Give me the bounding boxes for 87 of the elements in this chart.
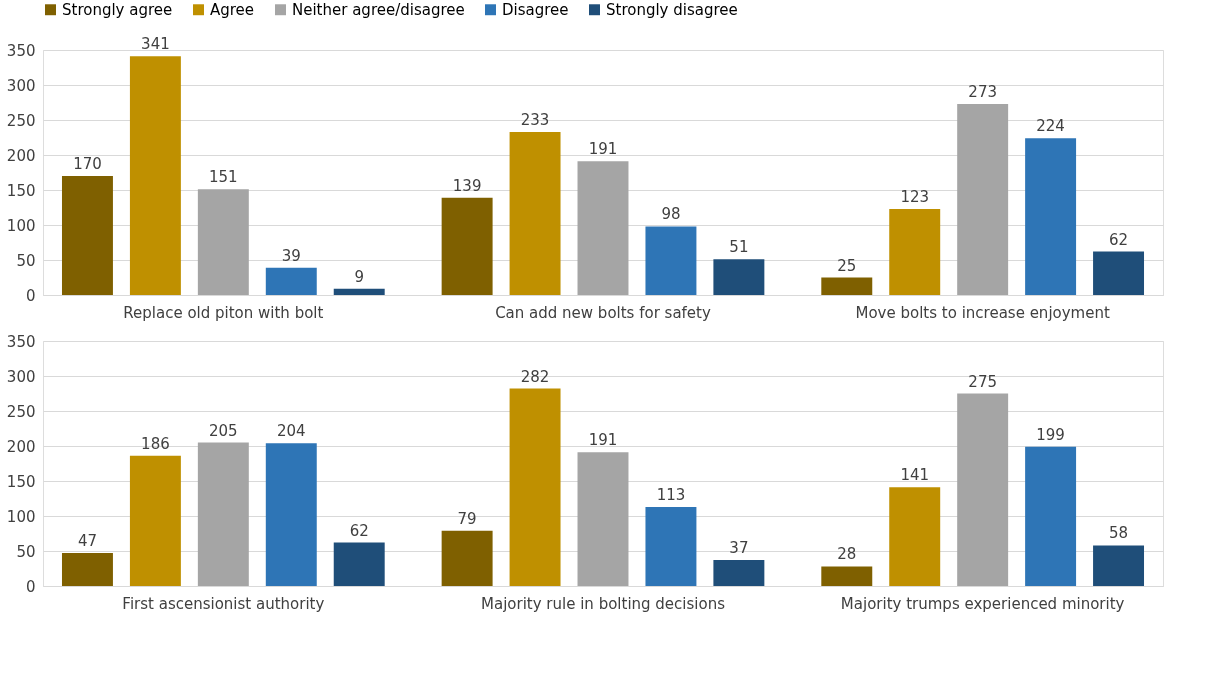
data-label: 28 — [837, 545, 857, 564]
data-label: 25 — [837, 256, 857, 275]
data-label: 205 — [209, 421, 238, 440]
y-tick-label: 200 — [6, 146, 36, 165]
legend-label: Strongly disagree — [606, 0, 738, 19]
data-label: 186 — [141, 434, 170, 453]
data-label: 204 — [276, 422, 306, 441]
data-label: 273 — [968, 82, 997, 101]
data-label: 233 — [520, 110, 550, 129]
bar — [333, 288, 385, 295]
y-tick-label: 350 — [6, 41, 36, 60]
legend-label: Strongly agree — [62, 0, 173, 19]
bar — [441, 197, 493, 295]
bar — [265, 267, 317, 295]
bar — [957, 103, 1009, 295]
bar — [1093, 545, 1145, 586]
data-label: 123 — [900, 187, 930, 206]
bar — [577, 452, 629, 586]
bar — [713, 259, 765, 295]
data-label: 62 — [1108, 230, 1129, 249]
y-tick-label: 100 — [6, 216, 36, 235]
bar — [1093, 251, 1145, 295]
bar — [957, 393, 1009, 586]
data-label: 275 — [968, 372, 997, 391]
y-tick-label: 100 — [6, 507, 36, 526]
bar — [509, 388, 561, 586]
y-tick-label: 150 — [6, 181, 36, 200]
bar — [645, 226, 697, 295]
data-label: 141 — [900, 466, 930, 485]
data-label: 191 — [588, 431, 618, 450]
bar — [197, 442, 249, 586]
bar — [129, 455, 181, 586]
legend-label: Disagree — [502, 0, 569, 19]
bar — [333, 542, 385, 586]
data-label: 199 — [1036, 425, 1065, 444]
x-tick-label: Can add new bolts for safety — [495, 303, 711, 322]
data-label: 58 — [1108, 524, 1129, 543]
data-label: 191 — [588, 140, 618, 159]
data-label: 139 — [452, 176, 482, 195]
bar — [441, 530, 493, 586]
bar — [821, 277, 873, 295]
bar — [645, 506, 697, 586]
x-tick-label: Majority rule in bolting decisions — [481, 594, 726, 613]
data-label: 113 — [656, 485, 686, 504]
bar — [61, 553, 113, 586]
bar — [1025, 138, 1077, 295]
y-tick-label: 250 — [6, 402, 36, 421]
data-label: 47 — [77, 532, 98, 551]
y-tick-label: 50 — [16, 542, 36, 561]
y-tick-label: 250 — [6, 111, 36, 130]
y-tick-label: 200 — [6, 437, 36, 456]
data-label: 224 — [1036, 117, 1065, 136]
y-tick-label: 0 — [25, 286, 36, 305]
y-tick-label: 350 — [6, 332, 36, 351]
data-label: 9 — [354, 267, 364, 286]
y-tick-label: 300 — [6, 367, 36, 386]
x-tick-label: Majority trumps experienced minority — [840, 594, 1125, 613]
y-tick-label: 150 — [6, 472, 36, 491]
bar — [889, 208, 941, 295]
data-label: 62 — [349, 521, 369, 540]
data-label: 37 — [729, 539, 749, 558]
data-label: 341 — [141, 35, 170, 54]
bar — [577, 161, 629, 295]
data-label: 98 — [661, 205, 681, 224]
data-label: 51 — [729, 238, 749, 257]
bar — [1025, 446, 1077, 586]
legend-label: Neither agree/disagree — [292, 0, 465, 19]
legend-label: Agree — [210, 0, 255, 19]
bar — [509, 131, 561, 295]
x-tick-label: Replace old piton with bolt — [123, 303, 324, 322]
bar — [61, 176, 113, 295]
data-label: 170 — [73, 155, 102, 173]
y-tick-label: 300 — [6, 76, 36, 95]
bar — [265, 443, 317, 586]
data-label: 151 — [209, 168, 238, 187]
data-label: 79 — [457, 509, 477, 528]
bar — [821, 566, 873, 586]
bar — [889, 487, 941, 586]
y-tick-label: 0 — [25, 577, 36, 596]
data-label: 282 — [520, 367, 550, 386]
x-tick-label: Move bolts to increase enjoyment — [855, 303, 1110, 322]
bar — [129, 56, 181, 295]
x-tick-label: First ascensionist authority — [122, 594, 325, 613]
bar — [197, 189, 249, 295]
y-tick-label: 50 — [16, 251, 36, 270]
data-label: 39 — [281, 246, 301, 265]
bar — [713, 560, 765, 586]
